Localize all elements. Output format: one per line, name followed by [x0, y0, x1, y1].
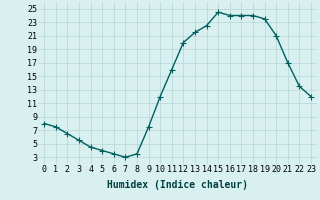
X-axis label: Humidex (Indice chaleur): Humidex (Indice chaleur) [107, 180, 248, 190]
